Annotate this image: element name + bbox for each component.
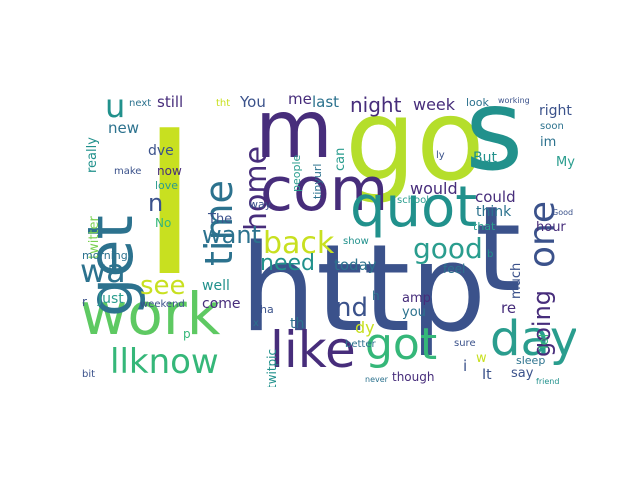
word-bit: bit: [82, 369, 96, 380]
word-never: never: [365, 375, 388, 384]
word-home: home: [239, 145, 274, 231]
word-sleep: sleep: [516, 354, 546, 367]
word-r: r: [82, 295, 87, 309]
word-me: me: [288, 95, 312, 108]
word-re: re: [501, 299, 517, 317]
word-good: Good: [552, 208, 574, 217]
word-say: say: [511, 366, 534, 381]
word-ha: ha: [260, 303, 274, 316]
word-go: go: [345, 95, 485, 206]
word-quot: quot: [350, 175, 478, 240]
word-s: s: [465, 95, 524, 196]
word-people: people: [290, 154, 303, 193]
word-working: working: [498, 96, 530, 105]
word-come: come: [202, 296, 241, 312]
word-hour: hour: [536, 220, 566, 235]
word-dy: dy: [355, 318, 375, 337]
word-night: night: [350, 95, 402, 117]
word-soon: soon: [540, 121, 564, 132]
word-u: u: [105, 95, 126, 125]
word-i: I: [140, 95, 199, 321]
word-tht: tht: [216, 98, 231, 109]
word-weekend: weekend: [140, 299, 185, 310]
word-now: now: [157, 164, 182, 178]
word-week: week: [413, 95, 456, 114]
word-good: good: [413, 232, 483, 265]
word-com: com: [260, 155, 389, 225]
word-see: see: [140, 271, 186, 301]
word-nd: nd: [335, 293, 368, 323]
word-want: want: [202, 221, 261, 249]
word-http: http: [240, 220, 487, 359]
word-last: last: [312, 95, 340, 111]
word-just: Just: [98, 291, 124, 307]
word-no: No: [155, 216, 172, 230]
word-im: im: [540, 135, 557, 150]
word-could: could: [475, 188, 516, 206]
word-wa: wa: [80, 252, 126, 290]
word-better: better: [345, 339, 376, 350]
word-though: though: [392, 370, 435, 384]
word-think: think: [476, 204, 512, 220]
word-show: show: [343, 236, 369, 247]
word-would: would: [410, 179, 458, 198]
word-you: You: [240, 95, 266, 111]
word-x: x: [253, 318, 259, 329]
word-but: But: [473, 150, 497, 166]
word-back: back: [263, 226, 335, 261]
word-h: h: [372, 289, 380, 303]
word-sure: sure: [454, 338, 476, 349]
word-ly: ly: [436, 150, 445, 161]
word-w: w: [476, 351, 487, 366]
word-my: My: [556, 155, 575, 170]
word-morning: morning: [82, 249, 128, 262]
word-amp: amp: [402, 291, 431, 306]
word-th: th: [290, 316, 305, 332]
word-that: that: [473, 220, 496, 233]
word-love: love: [155, 179, 179, 192]
word-llknow: llknow: [110, 342, 219, 382]
word-look: look: [466, 96, 489, 109]
word-you: you: [402, 305, 426, 320]
word-still: still: [157, 95, 184, 111]
word-today: today: [334, 256, 377, 274]
word-dve: dve: [148, 143, 174, 159]
word-t: t: [475, 180, 522, 318]
word-b: b: [487, 249, 494, 260]
word-feel: feel: [443, 262, 466, 276]
word-can: can: [333, 147, 348, 171]
word-way: way: [249, 198, 272, 211]
word-it: It: [482, 367, 492, 383]
word-n: n: [148, 189, 164, 217]
word-make: make: [114, 166, 142, 177]
word-lol: lol: [537, 333, 552, 349]
word-i: i: [463, 357, 468, 375]
word-well: well: [202, 278, 230, 294]
word-like: like: [270, 321, 356, 379]
word-need: need: [260, 251, 315, 276]
word-really: really: [85, 136, 100, 173]
word-p: p: [183, 327, 191, 341]
word-friend: friend: [536, 377, 560, 386]
word-day: day: [490, 311, 576, 367]
word-twitpic: twitpic: [265, 349, 279, 387]
word-work: work: [80, 280, 221, 348]
word-the: The: [208, 212, 233, 227]
word-school: school: [397, 195, 430, 206]
word-got: got: [365, 319, 438, 370]
word-m: m: [255, 95, 333, 176]
word-tinyurl: tinyurl: [311, 163, 324, 200]
word-much: much: [509, 262, 524, 299]
word-new: new: [108, 119, 140, 137]
word-right: right: [539, 103, 572, 119]
word-next: next: [129, 98, 152, 109]
